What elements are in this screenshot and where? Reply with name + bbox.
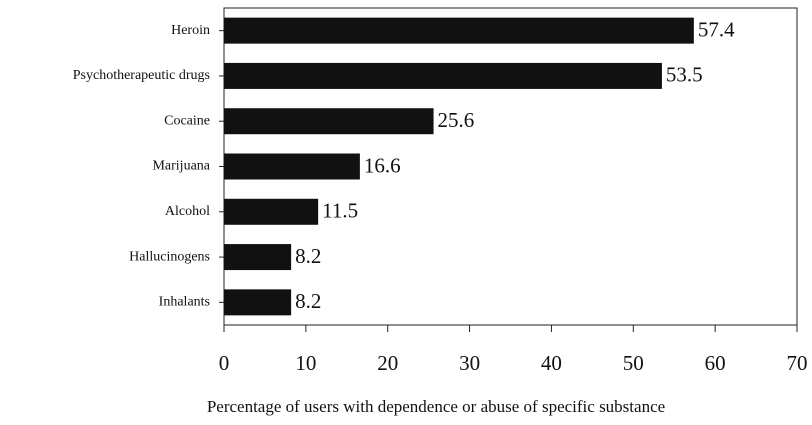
- x-axis-label: Percentage of users with dependence or a…: [207, 397, 665, 416]
- value-label: 16.6: [364, 153, 401, 177]
- bar: [224, 17, 694, 44]
- bar: [224, 108, 434, 135]
- bar: [224, 289, 292, 316]
- bar: [224, 153, 360, 180]
- x-tick-label: 30: [459, 351, 480, 375]
- y-tick-label: Psychotherapeutic drugs: [73, 68, 210, 83]
- bar: [224, 244, 292, 271]
- x-tick-label: 70: [787, 351, 808, 375]
- value-label: 8.2: [295, 244, 321, 268]
- value-label: 25.6: [438, 108, 475, 132]
- value-label: 57.4: [698, 17, 735, 41]
- x-tick-label: 20: [377, 351, 398, 375]
- x-tick-label: 40: [541, 351, 562, 375]
- value-label: 8.2: [295, 289, 321, 313]
- y-tick-label: Alcohol: [165, 204, 210, 219]
- x-tick-label: 0: [219, 351, 230, 375]
- y-tick-label: Marijuana: [152, 159, 210, 174]
- value-label: 11.5: [322, 199, 358, 223]
- y-tick-label: Heroin: [171, 23, 210, 38]
- bar: [224, 62, 662, 89]
- y-tick-label: Cocaine: [164, 113, 210, 128]
- value-label: 53.5: [666, 63, 703, 87]
- bar: [224, 198, 319, 225]
- y-tick-label: Hallucinogens: [129, 249, 210, 264]
- x-tick-label: 50: [623, 351, 644, 375]
- y-tick-label: Inhalants: [159, 295, 210, 310]
- x-tick-label: 10: [295, 351, 316, 375]
- x-tick-label: 60: [705, 351, 726, 375]
